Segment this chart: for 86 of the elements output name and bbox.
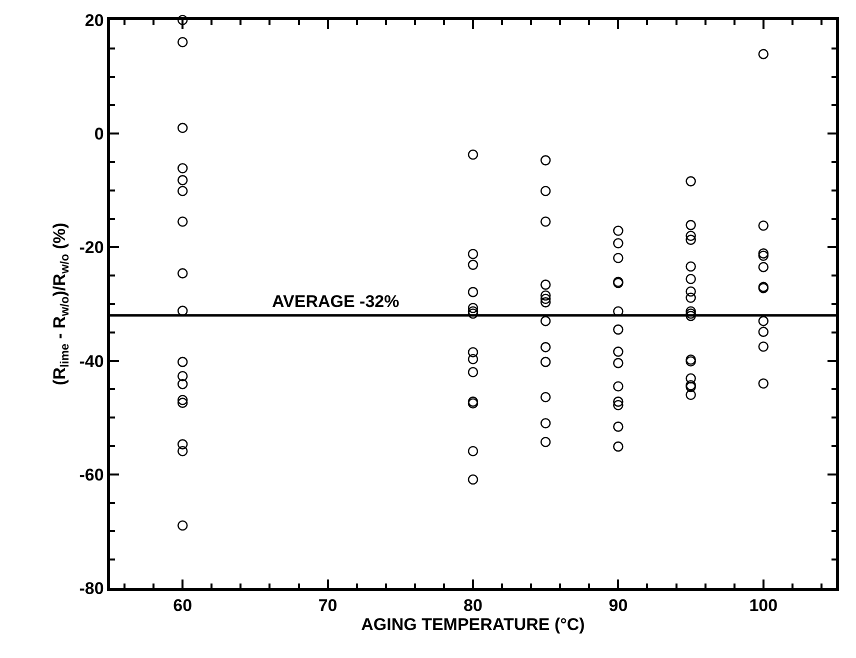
point: [686, 234, 696, 245]
point: [758, 220, 769, 231]
point: [686, 220, 696, 230]
point: [758, 326, 769, 337]
y-tick-label: 20: [84, 10, 104, 30]
point: [540, 316, 551, 326]
y-tick-label: -40: [79, 352, 104, 371]
ref-line-label: AVERAGE -32%: [272, 292, 400, 311]
point: [758, 248, 769, 259]
point: [540, 290, 551, 301]
point: [613, 252, 624, 264]
point: [613, 324, 624, 335]
point: [540, 436, 551, 448]
point: [540, 294, 551, 304]
point: [686, 308, 696, 319]
point: [758, 250, 769, 261]
point: [613, 358, 624, 368]
point: [540, 280, 551, 290]
point: [177, 216, 188, 227]
x-tick-label: 100: [749, 596, 778, 616]
point: [540, 342, 551, 352]
point: [686, 261, 696, 272]
point: [540, 356, 551, 368]
x-tick-label: 80: [464, 596, 482, 616]
point: [177, 370, 188, 382]
x-axis-title: AGING TEMPERATURE (°C): [361, 615, 585, 634]
y-tick-label: -60: [79, 465, 104, 484]
point: [468, 248, 478, 260]
point: [758, 378, 769, 389]
point: [177, 394, 188, 406]
point: [177, 378, 188, 390]
y-tick-label: 0: [94, 124, 104, 144]
point: [613, 441, 624, 452]
point: [758, 262, 769, 272]
point: [468, 260, 478, 270]
point: [613, 381, 624, 392]
point: [686, 390, 696, 400]
point: [613, 346, 624, 357]
point: [177, 163, 188, 174]
point: [177, 268, 188, 278]
point: [177, 14, 188, 26]
point: [177, 520, 188, 531]
point: [468, 446, 478, 456]
point: [468, 474, 478, 485]
point: [177, 439, 188, 450]
point: [468, 149, 478, 160]
point: [468, 308, 478, 319]
point: [613, 400, 624, 410]
point: [177, 356, 188, 368]
point: [758, 316, 769, 326]
point: [758, 341, 769, 352]
point: [540, 155, 551, 166]
point: [540, 392, 551, 402]
point: [468, 286, 478, 298]
point: [758, 48, 769, 60]
point: [468, 367, 478, 378]
point: [468, 347, 478, 358]
point: [540, 186, 551, 196]
x-tick-label: 70: [318, 596, 338, 616]
point: [177, 37, 188, 48]
y-tick-label: -20: [79, 238, 104, 258]
point: [540, 297, 551, 308]
point: [177, 446, 188, 456]
point: [686, 292, 696, 303]
point: [686, 230, 696, 241]
point: [177, 186, 188, 196]
point: [686, 274, 696, 284]
point: [686, 373, 696, 384]
point: [540, 216, 551, 227]
point: [613, 396, 624, 407]
x-tick-label: 60: [173, 596, 192, 616]
point: [468, 354, 478, 364]
point: [177, 306, 188, 316]
point: [613, 422, 624, 432]
point: [686, 310, 696, 322]
point: [686, 176, 696, 186]
point: [613, 226, 624, 236]
point: [177, 122, 188, 134]
point: [686, 286, 696, 297]
point: [540, 418, 551, 428]
y-tick-label: -80: [79, 578, 104, 598]
x-tick-label: 90: [608, 596, 628, 616]
point: [468, 302, 478, 314]
point: [177, 398, 188, 408]
point: [177, 175, 188, 186]
point: [613, 238, 624, 248]
